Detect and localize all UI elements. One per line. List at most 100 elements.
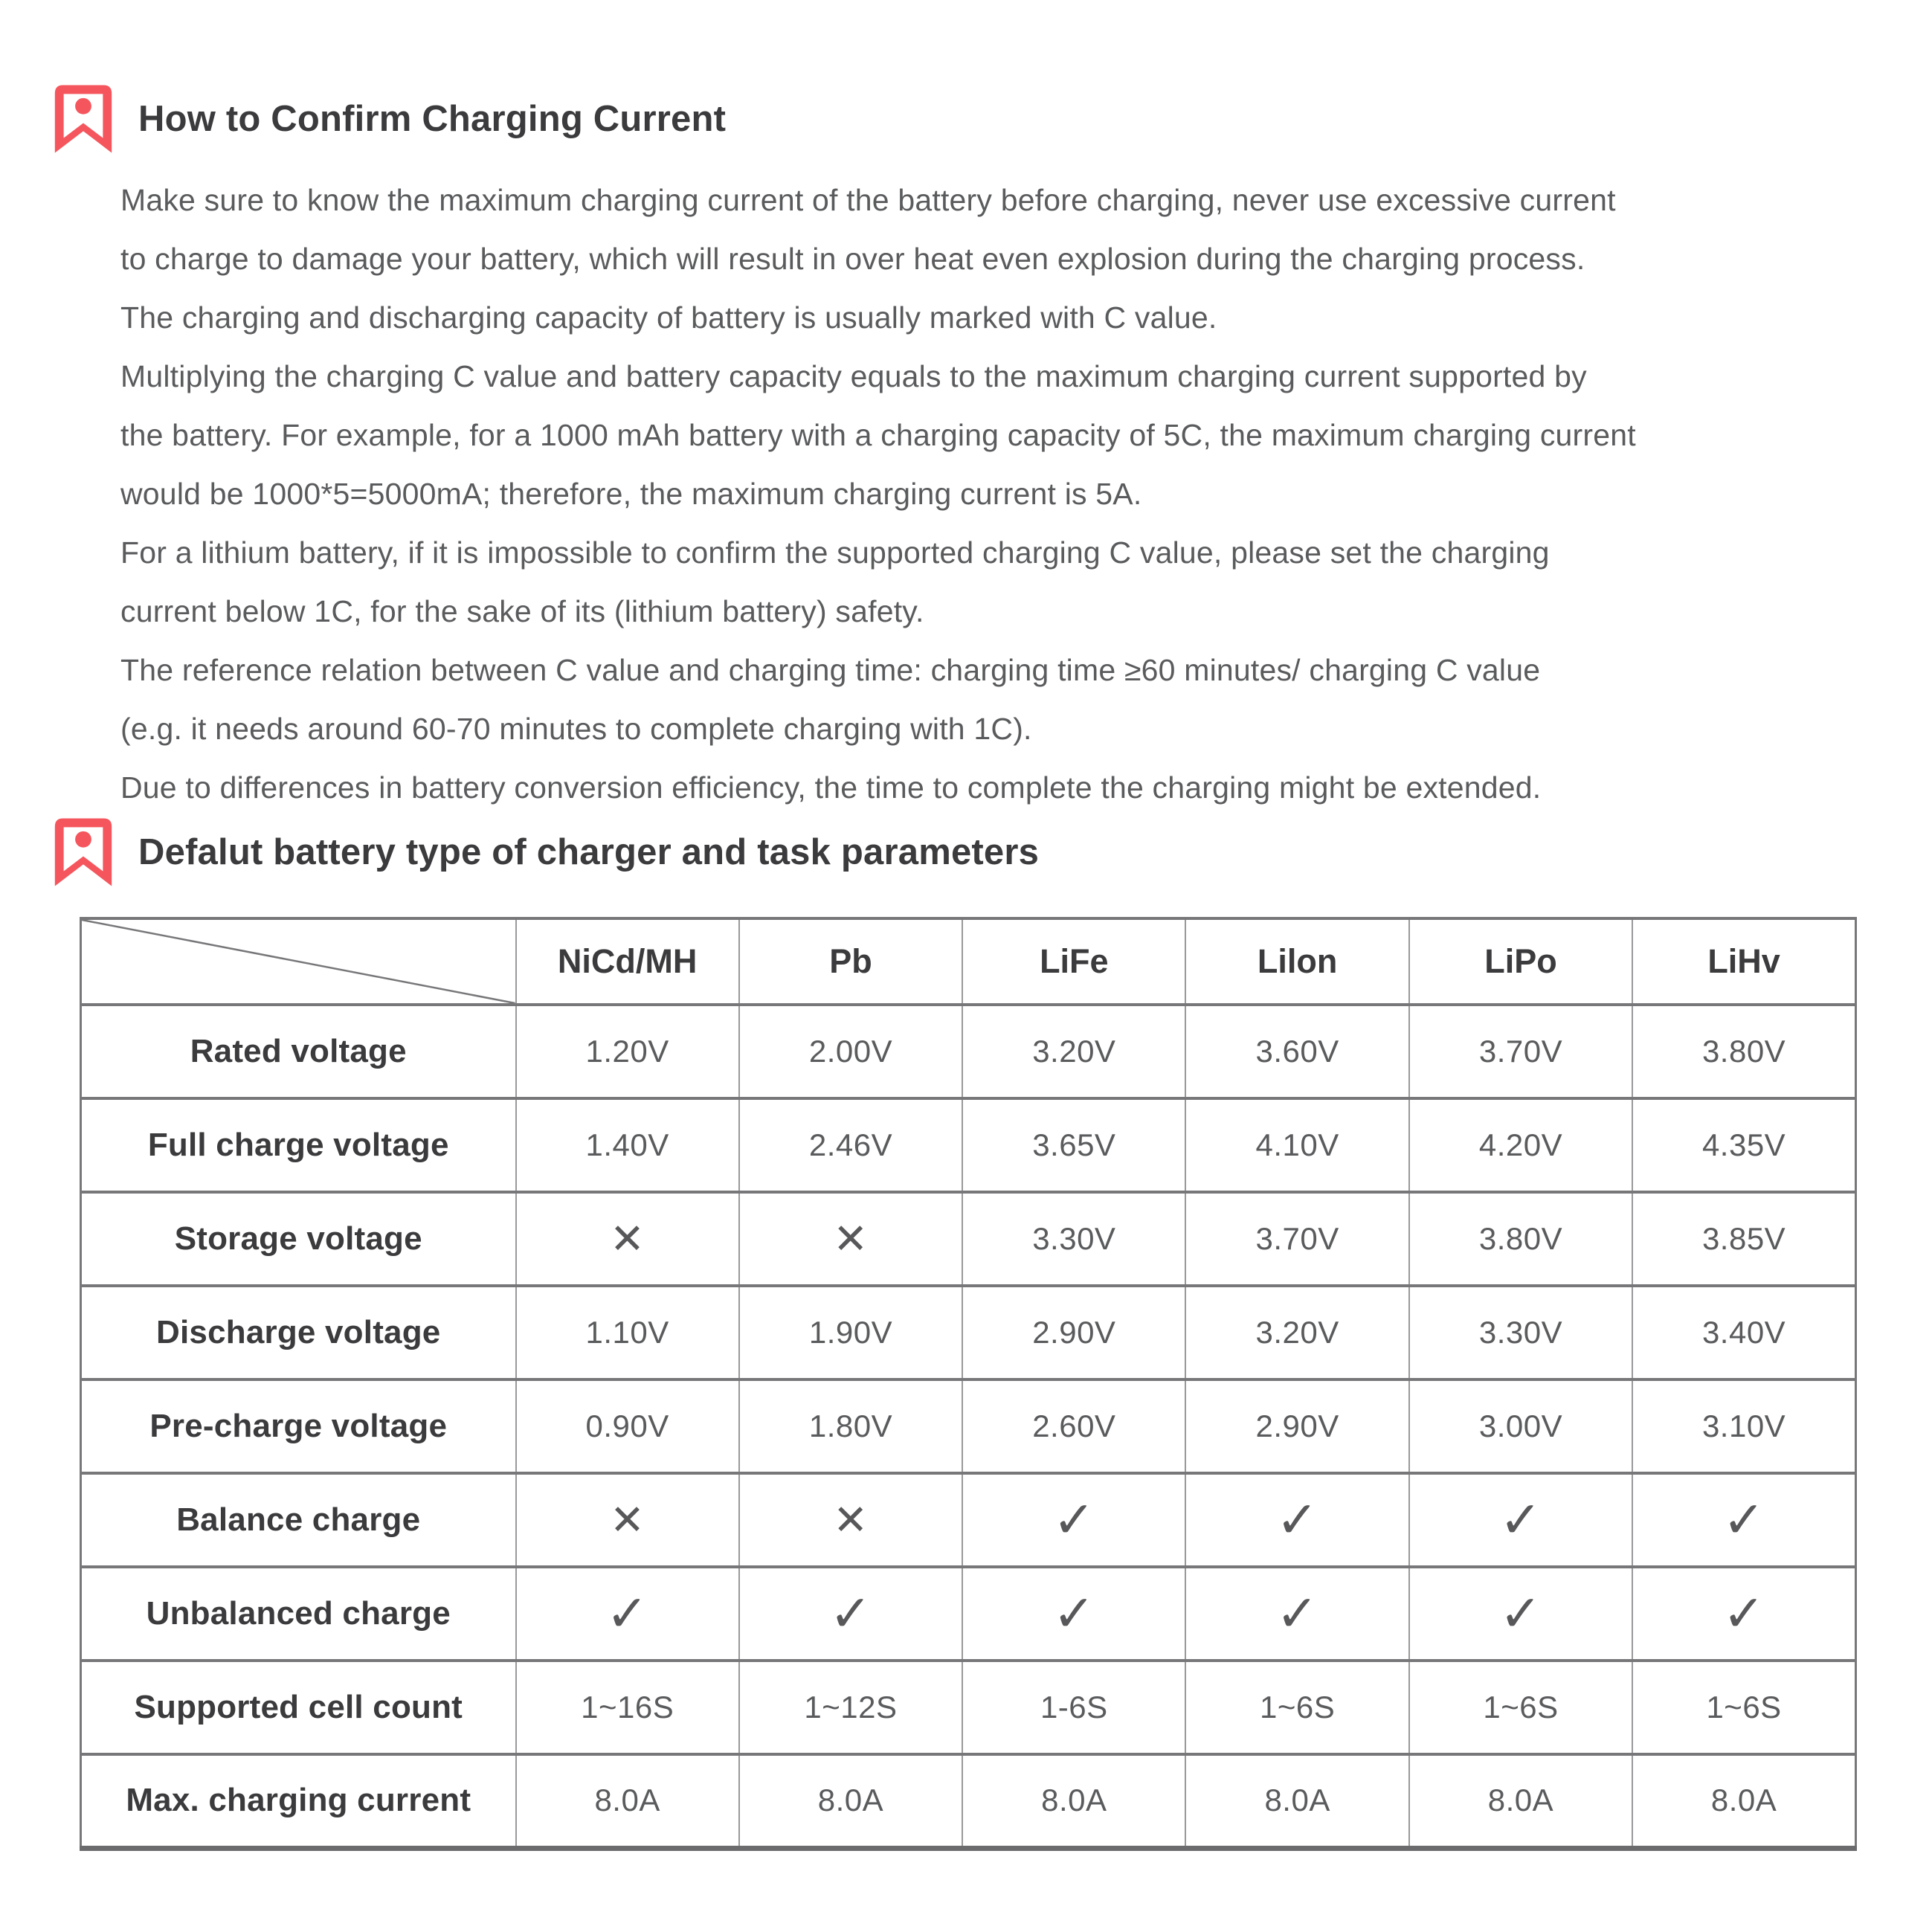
paragraph: Due to differences in battery conversion… <box>120 770 1542 805</box>
table-cell: 8.0A <box>962 1753 1187 1849</box>
table-cell: 8.0A <box>1408 1753 1634 1849</box>
table-cell: 3.20V <box>1185 1284 1410 1381</box>
table-cell: 3.40V <box>1632 1284 1857 1381</box>
table-cell: 1~12S <box>738 1659 964 1756</box>
table-cell: 3.70V <box>1185 1191 1410 1287</box>
bookmark-icon <box>54 83 113 155</box>
table-cell: 1.80V <box>738 1378 964 1475</box>
table-cell: 4.35V <box>1632 1097 1857 1194</box>
check-icon: ✓ <box>1275 1585 1319 1642</box>
table-cell: 8.0A <box>738 1753 964 1849</box>
table-cell: ✓ <box>1185 1472 1410 1568</box>
table-cell: 2.90V <box>1185 1378 1410 1475</box>
table-cell: ✕ <box>515 1191 740 1287</box>
table-cell: 1~6S <box>1632 1659 1857 1756</box>
table-cell: 1-6S <box>962 1659 1187 1756</box>
column-header: Pb <box>738 917 964 1006</box>
table-cell: ✓ <box>1185 1565 1410 1662</box>
column-header: LiFe <box>962 917 1187 1006</box>
check-icon: ✓ <box>829 1585 872 1642</box>
table-cell: ✓ <box>1408 1565 1634 1662</box>
column-header: LiHv <box>1632 917 1857 1006</box>
table-cell: ✓ <box>738 1565 964 1662</box>
check-icon: ✓ <box>1052 1492 1096 1548</box>
table-row: Pre-charge voltage 0.90V 1.80V 2.60V 2.90V 3.… <box>80 1378 1857 1475</box>
table-cell: 2.90V <box>962 1284 1187 1381</box>
table-row: Rated voltage 1.20V 2.00V 3.20V 3.60V 3.70V 3.… <box>80 1003 1857 1100</box>
paragraph: The reference relation between C value a… <box>120 653 1541 746</box>
table-cell: 3.80V <box>1408 1191 1634 1287</box>
paragraph: Multiplying the charging C value and bat… <box>120 359 1636 511</box>
table-row: Max. charging current 8.0A 8.0A 8.0A 8.0A 8.0… <box>80 1753 1857 1849</box>
table-row: Balance charge ✕ ✕ ✓ ✓ ✓ ✓ <box>80 1472 1857 1568</box>
row-label: Max. charging current <box>80 1753 517 1849</box>
table-cell: 3.30V <box>962 1191 1187 1287</box>
table-cell: 3.80V <box>1632 1003 1857 1100</box>
table-cell: 4.20V <box>1408 1097 1634 1194</box>
paragraph: Make sure to know the maximum charging c… <box>120 183 1616 335</box>
table-cell: 3.00V <box>1408 1378 1634 1475</box>
table-row: Full charge voltage 1.40V 2.46V 3.65V 4.10V 4… <box>80 1097 1857 1194</box>
check-icon: ✓ <box>1052 1585 1096 1642</box>
table-cell: 1.90V <box>738 1284 964 1381</box>
check-icon: ✓ <box>1722 1492 1765 1548</box>
table-corner-cell <box>80 917 517 1006</box>
table-cell: ✕ <box>738 1191 964 1287</box>
table-cell: ✓ <box>1632 1565 1857 1662</box>
table-cell: 8.0A <box>515 1753 740 1849</box>
row-label: Balance charge <box>80 1472 517 1568</box>
column-header: Lilon <box>1185 917 1410 1006</box>
table-cell: 0.90V <box>515 1378 740 1475</box>
table-cell: 2.00V <box>738 1003 964 1100</box>
table-cell: 2.60V <box>962 1378 1187 1475</box>
table-row: Unbalanced charge ✓ ✓ ✓ ✓ ✓ ✓ <box>80 1565 1857 1662</box>
table-cell: 1~6S <box>1185 1659 1410 1756</box>
section-body-text: Make sure to know the maximum charging c… <box>120 171 1905 817</box>
check-icon: ✓ <box>1275 1492 1319 1548</box>
table-cell: 1.20V <box>515 1003 740 1100</box>
table-cell: 1~6S <box>1408 1659 1634 1756</box>
table-row: Storage voltage ✕ ✕ 3.30V 3.70V 3.80V 3.85V <box>80 1191 1857 1287</box>
x-mark-icon: ✕ <box>833 1214 869 1262</box>
page-title: How to Confirm Charging Current <box>138 99 727 139</box>
table-cell: 1.40V <box>515 1097 740 1194</box>
check-icon: ✓ <box>1499 1585 1542 1642</box>
bookmark-icon <box>54 817 113 888</box>
table-cell: ✓ <box>515 1565 740 1662</box>
table-cell: 1.10V <box>515 1284 740 1381</box>
table-header-row: NiCd/MH Pb LiFe Lilon LiPo LiHv <box>80 917 1857 1006</box>
table-cell: 8.0A <box>1632 1753 1857 1849</box>
table-cell: 3.65V <box>962 1097 1187 1194</box>
row-label: Supported cell count <box>80 1659 517 1756</box>
diagonal-line <box>82 920 515 1003</box>
check-icon: ✓ <box>1499 1492 1542 1548</box>
table-cell: 3.70V <box>1408 1003 1634 1100</box>
table-row: Supported cell count 1~16S 1~12S 1-6S 1~6S 1~… <box>80 1659 1857 1756</box>
table-cell: ✓ <box>962 1472 1187 1568</box>
section-heading-charging-current: How to Confirm Charging Current <box>54 83 726 155</box>
row-label: Full charge voltage <box>80 1097 517 1194</box>
row-label: Rated voltage <box>80 1003 517 1100</box>
table-cell: ✕ <box>738 1472 964 1568</box>
battery-parameters-table: NiCd/MH Pb LiFe Lilon LiPo LiHv Rated voltage 1… <box>80 917 1857 1851</box>
table-cell: ✕ <box>515 1472 740 1568</box>
table-cell: 2.46V <box>738 1097 964 1194</box>
table-cell: 3.85V <box>1632 1191 1857 1287</box>
table-cell: 3.30V <box>1408 1284 1634 1381</box>
table-cell: ✓ <box>962 1565 1187 1662</box>
paragraph: For a lithium battery, if it is impossib… <box>120 535 1550 628</box>
column-header: NiCd/MH <box>515 917 740 1006</box>
check-icon: ✓ <box>605 1585 649 1642</box>
row-label: Discharge voltage <box>80 1284 517 1381</box>
table-cell: 4.10V <box>1185 1097 1410 1194</box>
x-mark-icon: ✕ <box>833 1495 869 1543</box>
table-cell: 1~16S <box>515 1659 740 1756</box>
row-label: Pre-charge voltage <box>80 1378 517 1475</box>
table-cell: 3.10V <box>1632 1378 1857 1475</box>
column-header: LiPo <box>1408 917 1634 1006</box>
section-title: Defalut battery type of charger and task… <box>138 832 1040 872</box>
check-icon: ✓ <box>1722 1585 1765 1642</box>
row-label: Storage voltage <box>80 1191 517 1287</box>
x-mark-icon: ✕ <box>609 1495 645 1543</box>
table-cell: 3.20V <box>962 1003 1187 1100</box>
